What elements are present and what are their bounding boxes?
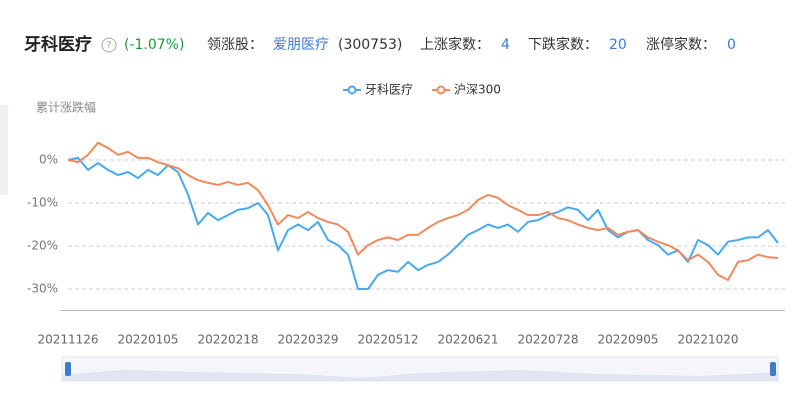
leader-name[interactable]: 爱朋医疗 bbox=[273, 37, 329, 53]
y-tick-label: -30% bbox=[27, 282, 58, 296]
y-tick-label: -10% bbox=[27, 196, 58, 210]
legend-dot bbox=[436, 85, 446, 95]
x-tick-label: 20220621 bbox=[437, 333, 498, 347]
series-line bbox=[67, 156, 779, 290]
limit-count: 0 bbox=[727, 37, 736, 53]
x-tick-label: 20220105 bbox=[117, 333, 178, 347]
x-tick-label: 20220218 bbox=[197, 333, 258, 347]
x-tick-label: 20220905 bbox=[597, 333, 658, 347]
leader-label: 领涨股： bbox=[207, 37, 263, 53]
series-line bbox=[67, 141, 779, 281]
down-label: 下跌家数： bbox=[528, 36, 598, 53]
help-icon[interactable] bbox=[101, 37, 117, 53]
side-panel bbox=[0, 105, 8, 195]
up-count: 4 bbox=[501, 37, 510, 53]
x-tick-label: 20220329 bbox=[277, 333, 338, 347]
legend-dot bbox=[347, 85, 357, 95]
down-count: 20 bbox=[609, 37, 627, 53]
x-tick-label: 20220512 bbox=[357, 333, 418, 347]
leader-code: (300753) bbox=[338, 37, 402, 53]
zoom-handle[interactable] bbox=[65, 362, 71, 376]
y-tick-label: -20% bbox=[27, 239, 58, 253]
x-tick-label: 20211126 bbox=[37, 333, 98, 347]
legend-label: 沪深300 bbox=[454, 83, 501, 97]
title: 牙科医疗 bbox=[24, 34, 92, 55]
x-tick-label: 20220728 bbox=[517, 333, 578, 347]
x-tick-label: 20221020 bbox=[677, 333, 738, 347]
y-tick-label: 0% bbox=[39, 153, 58, 167]
change: (-1.07%) bbox=[124, 37, 184, 53]
up-label: 上涨家数： bbox=[420, 36, 490, 53]
zoom-preview bbox=[62, 370, 778, 381]
y-axis-title: 累计涨跌幅 bbox=[36, 100, 96, 115]
limit-label: 涨停家数： bbox=[646, 36, 716, 53]
legend-label: 牙科医疗 bbox=[365, 83, 413, 97]
help-text[interactable]: ? bbox=[106, 40, 111, 51]
zoom-handle[interactable] bbox=[770, 362, 776, 376]
